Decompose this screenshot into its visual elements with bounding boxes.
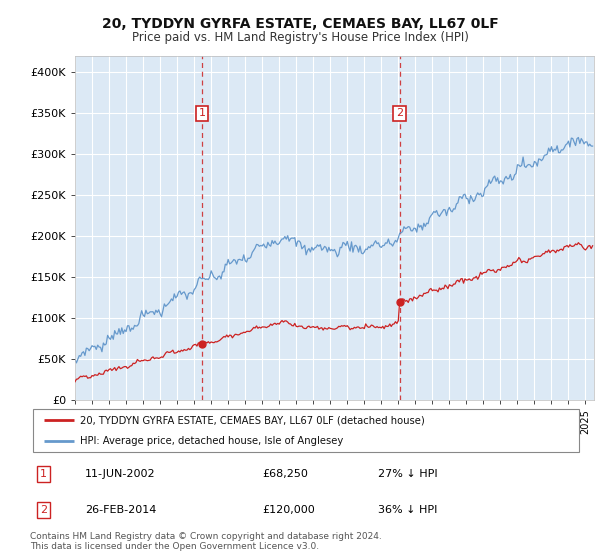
Text: 2: 2 (40, 505, 47, 515)
Text: 1: 1 (199, 109, 205, 118)
Text: 36% ↓ HPI: 36% ↓ HPI (378, 505, 437, 515)
Text: Price paid vs. HM Land Registry's House Price Index (HPI): Price paid vs. HM Land Registry's House … (131, 31, 469, 44)
Text: 11-JUN-2002: 11-JUN-2002 (85, 469, 156, 479)
Text: 2: 2 (396, 109, 403, 118)
Text: 1: 1 (40, 469, 47, 479)
FancyBboxPatch shape (33, 409, 579, 452)
Text: HPI: Average price, detached house, Isle of Anglesey: HPI: Average price, detached house, Isle… (80, 436, 343, 446)
Text: 20, TYDDYN GYRFA ESTATE, CEMAES BAY, LL67 0LF: 20, TYDDYN GYRFA ESTATE, CEMAES BAY, LL6… (101, 17, 499, 31)
Text: £68,250: £68,250 (262, 469, 308, 479)
Text: 20, TYDDYN GYRFA ESTATE, CEMAES BAY, LL67 0LF (detached house): 20, TYDDYN GYRFA ESTATE, CEMAES BAY, LL6… (80, 415, 424, 425)
Text: £120,000: £120,000 (262, 505, 314, 515)
Text: 26-FEB-2014: 26-FEB-2014 (85, 505, 157, 515)
Text: 27% ↓ HPI: 27% ↓ HPI (378, 469, 437, 479)
Text: Contains HM Land Registry data © Crown copyright and database right 2024.
This d: Contains HM Land Registry data © Crown c… (30, 532, 382, 552)
